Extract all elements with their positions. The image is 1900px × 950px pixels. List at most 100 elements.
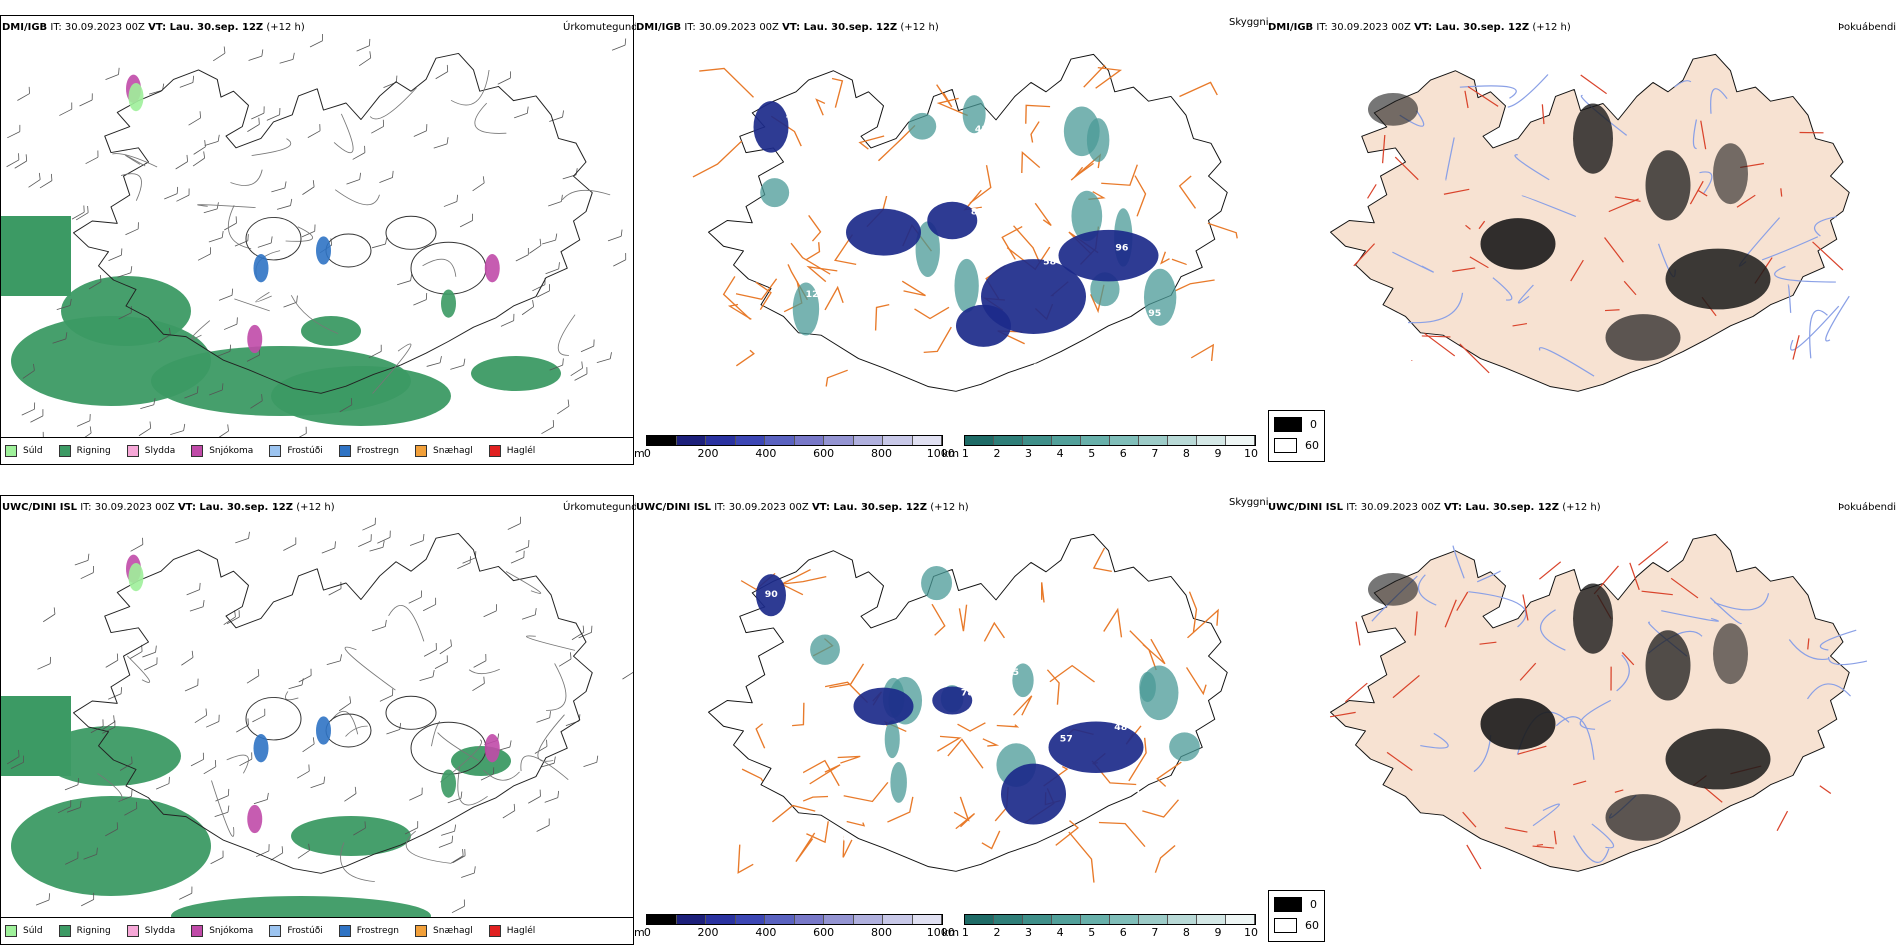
fog-legend-label: 60 [1305,919,1319,932]
cloud-base-label: 85 [1152,224,1165,234]
fog-legend-item: 0 [1274,417,1319,432]
precip-legend-item: Rigning [58,445,111,457]
cloud-base-label: 133 [928,145,948,155]
scale-bar [646,435,943,446]
fog-index-label-bottom: Þokuábendi [1838,502,1897,513]
scale-swatch [1052,915,1081,924]
cloud-base-label: 129 [806,290,826,300]
cloud-base-label: 90 [765,590,778,600]
scale-tick-label: 4 [1056,447,1064,460]
scale-swatch [1168,436,1197,445]
fog-legend-item: 60 [1274,438,1319,453]
precip-legend-top: Súld Rigning Slydda Snjókoma Frostúði Frostre… [1,437,633,464]
scale-tick-label: 1000 [926,926,955,939]
precip-legend-swatch [338,925,351,937]
scale-swatch [1139,436,1168,445]
precip-legend-label: Frostregn [356,926,400,936]
fog-map-bottom [1268,495,1900,945]
cloud-base-label: 78 [961,689,974,699]
fog-map-graphic-bottom [1329,533,1868,872]
scale-swatch [765,436,795,445]
scale-swatch [647,436,677,445]
precip-legend-label: Súld [23,446,43,456]
fog-legend-item: 0 [1274,897,1319,912]
precip-legend-label: Haglél [506,926,536,936]
fog-legend-label: 60 [1305,439,1319,452]
scale-swatch [1023,915,1052,924]
scale-tick-label: 600 [813,926,835,939]
scale-tick-label: 400 [755,447,777,460]
scale-tick-label: 0 [643,447,651,460]
precip-legend-swatch [488,445,501,457]
scale-swatch [765,915,795,924]
precip-title-bottom: UWC/DINI ISL IT: 30.09.2023 00Z VT: Lau.… [2,502,335,513]
precip-legend-item: Frostregn [338,445,399,457]
precip-legend-label: Slydda [144,926,176,936]
scale-tick-label: 1 [961,447,969,460]
precip-legend-label: Rigning [76,926,111,936]
fog-legend-bottom: 0 60 [1268,890,1325,942]
fog-title-bottom: UWC/DINI ISL IT: 30.09.2023 00Z VT: Lau.… [1268,502,1601,513]
fog-legend-label: 0 [1310,418,1317,431]
cloud-base-label: 15 [785,111,798,121]
cloud-base-label: 107 [859,268,879,278]
scale-tick-label: 600 [813,447,835,460]
precip-legend-swatch [5,925,17,937]
precip-legend-swatch [191,925,204,937]
fog-legend-swatch [1274,417,1302,432]
precip-legend-label: Frostúði [287,446,323,456]
precip-type-label-top: Úrkomutegund [563,22,638,33]
scale-swatch [1139,915,1168,924]
scale-unit-label: m [634,926,645,939]
cloud-vis-map-graphic-top: 15 18 82 58 95 104 133 108 96 129 46 48 41 85 107 117 10 [692,53,1238,392]
cloud-base-label: 132 [1135,790,1155,800]
scale-tick-label: 7 [1151,447,1159,460]
precip-legend-item: Snæhagl [415,925,473,937]
cloud-vis-map-top: 15 18 82 58 95 104 133 108 96 129 46 48 41 85 107 117 10 [636,15,1266,465]
precip-type-label-bottom: Úrkomutegund [563,502,638,513]
cloud-base-label: 50 [791,770,804,780]
cloud-base-label: 66 [859,645,872,655]
cloud-base-label: 117 [934,319,954,329]
scale-tick-label: 3 [1025,447,1033,460]
fog-legend-swatch [1274,438,1297,453]
precip-legend-swatch [269,925,282,937]
scale-swatch [1168,915,1197,924]
precip-legend-swatch [58,925,71,937]
scale-tick-label: 2 [993,926,1001,939]
scale-unit-label: m [634,447,645,460]
cloud-base-label: 41 [1083,171,1096,181]
scale-tick-label: 800 [870,926,892,939]
scale-tick-label: 800 [870,447,892,460]
scale-tick-label: 9 [1214,447,1222,460]
precip-legend-swatch [191,445,204,457]
precip-legend-item: Frostregn [338,925,400,937]
vis-title-top: DMI/IGB IT: 30.09.2023 00Z VT: Lau. 30.s… [636,22,939,33]
cloud-base-label: 75 [1006,668,1019,678]
cloud-vis-map-graphic-bottom: 90 66 78 57 132 84 86 75 48 50 36 25 [708,533,1228,883]
scale-swatch [824,436,854,445]
fog-title-top: DMI/IGB IT: 30.09.2023 00Z VT: Lau. 30.s… [1268,22,1571,33]
fog-index-label-top: Þokuábendi [1838,22,1897,33]
precip-legend-item: Frostúði [269,445,323,457]
scale-swatch [1081,436,1110,445]
precip-legend-label: Snæhagl [433,446,473,456]
scale-bar [964,914,1256,925]
precip-legend-label: Snjókoma [209,926,254,936]
cloud-base-label: 108 [1002,195,1022,205]
precip-legend-item: Rigning [58,925,111,937]
cloud-base-label: 25 [986,608,999,618]
precip-legend-swatch [415,925,428,937]
fog-legend-top: 0 60 [1268,410,1325,462]
cloud-base-label: 104 [822,351,842,361]
cloud-base-label: 48 [1114,723,1127,733]
scale-tick-label: 8 [1182,447,1190,460]
cloud-base-label: 95 [1148,309,1161,319]
cloud-base-label: 57 [1060,735,1073,745]
precip-legend-swatch [126,925,139,937]
scale-swatch [965,436,994,445]
scale-unit-label: km [942,926,960,939]
vis-scale-top: km 1 2 3 4 5 6 7 8 9 10 [942,435,1262,460]
precip-legend-item: Súld [5,925,43,937]
precip-legend-label: Slydda [144,446,176,456]
